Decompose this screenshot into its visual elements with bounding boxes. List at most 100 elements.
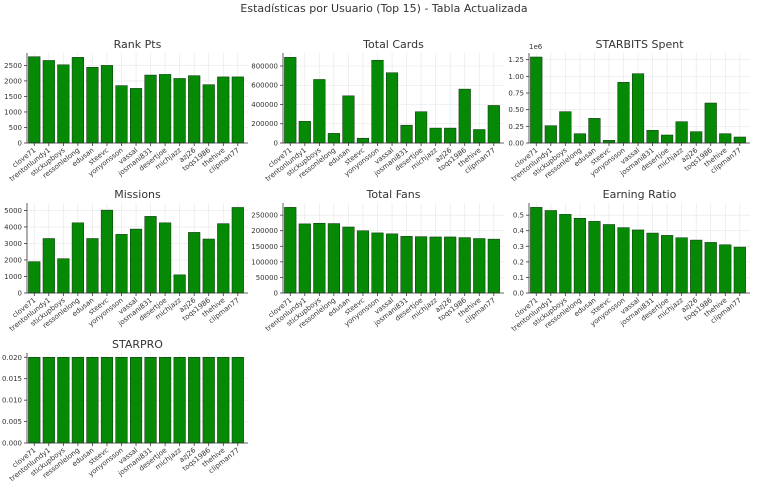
subplot-6: 0.00.10.20.30.40.5clove71trentonlundy1st… — [510, 188, 750, 333]
bar-ressonlelong — [573, 133, 586, 144]
bar-clove71 — [284, 57, 297, 144]
subplot-title: STARPRO — [112, 338, 163, 351]
bar-toqs1986 — [202, 357, 215, 444]
bar-vassal — [631, 73, 645, 144]
bar-trentonlundy1 — [298, 223, 311, 294]
y-tick-label: 400000 — [251, 101, 278, 109]
axis-offset-label: 1e6 — [529, 43, 543, 51]
bar-desertjoe — [661, 134, 674, 144]
y-tick-label: 1500 — [4, 93, 22, 101]
bar-stickupboys — [313, 79, 326, 144]
bar-edusan — [588, 221, 601, 294]
bar-michjazz — [675, 121, 688, 144]
bar-yonyonsson — [115, 357, 128, 444]
y-tick-label: 0.25 — [508, 123, 524, 131]
y-tick-label: 1000 — [4, 108, 22, 116]
subplot-title: STARBITS Spent — [595, 38, 684, 51]
bar-yonyonsson — [371, 232, 384, 294]
y-tick-label: 250000 — [251, 212, 278, 220]
bar-edusan — [342, 95, 355, 144]
y-tick-label: 5000 — [4, 207, 22, 215]
bar-desertjoe — [415, 111, 428, 144]
bar-yonyonsson — [115, 85, 128, 144]
y-tick-label: 2000 — [4, 77, 22, 85]
bar-azj26 — [188, 232, 201, 294]
bar-steevc — [602, 224, 616, 294]
y-tick-label: 2000 — [4, 256, 22, 264]
bar-trentonlundy1 — [544, 125, 557, 144]
bar-clipman77 — [487, 238, 500, 294]
bar-thehive — [719, 244, 732, 294]
y-tick-label: 0.1 — [513, 274, 524, 282]
bar-desertjoe — [159, 74, 172, 144]
bar-michjazz — [429, 127, 442, 144]
bar-ressonlelong — [327, 223, 340, 294]
y-tick-label: 1.00 — [508, 73, 524, 81]
bar-josmani831 — [144, 357, 157, 444]
bar-toqs1986 — [202, 84, 215, 144]
y-tick-label: 0.50 — [508, 106, 524, 114]
bar-steevc — [100, 65, 114, 144]
y-tick-label: 0.5 — [513, 212, 524, 220]
bar-clove71 — [28, 357, 41, 444]
y-tick-label: 0.3 — [513, 243, 524, 251]
bar-ressonlelong — [71, 57, 84, 144]
y-tick-label: 0.000 — [2, 440, 22, 448]
bar-edusan — [342, 226, 355, 294]
bar-desertjoe — [159, 222, 172, 294]
bar-michjazz — [429, 236, 442, 294]
bar-michjazz — [173, 78, 186, 144]
bar-stickupboys — [57, 357, 70, 444]
y-tick-label: 200000 — [251, 120, 278, 128]
bar-josmani831 — [400, 124, 413, 144]
subplot-4: 010002000300040005000clove71trentonlundy… — [4, 188, 248, 333]
subplot-title: Total Cards — [362, 38, 424, 51]
bar-stickupboys — [313, 222, 326, 294]
bar-clipman77 — [231, 76, 244, 144]
y-tick-label: 600000 — [251, 82, 278, 90]
y-tick-label: 1000 — [4, 273, 22, 281]
y-tick-label: 0.4 — [513, 227, 525, 235]
bar-michjazz — [173, 274, 186, 294]
bar-azj26 — [690, 239, 703, 294]
bar-toqs1986 — [202, 238, 215, 294]
y-tick-label: 0 — [274, 140, 278, 148]
bar-azj26 — [444, 127, 457, 144]
bar-toqs1986 — [704, 242, 717, 294]
bar-vassal — [129, 88, 143, 144]
bar-clove71 — [530, 207, 543, 294]
bar-desertjoe — [159, 357, 172, 444]
y-tick-label: 2500 — [4, 62, 22, 70]
subplot-grid: 05001000150020002500clove71trentonlundy1… — [2, 38, 750, 483]
bar-clipman77 — [733, 246, 746, 294]
subplot-title: Rank Pts — [114, 38, 162, 51]
subplot-7: 0.0000.0050.0100.0150.020clove71trentonl… — [2, 338, 248, 483]
bar-josmani831 — [646, 130, 659, 144]
bar-stickupboys — [57, 64, 70, 144]
y-tick-label: 800000 — [251, 62, 278, 70]
y-tick-label: 200000 — [251, 227, 278, 235]
bar-azj26 — [444, 236, 457, 294]
bar-edusan — [86, 238, 99, 294]
bar-vassal — [385, 72, 399, 144]
y-tick-label: 0 — [18, 140, 22, 148]
bar-vassal — [385, 233, 399, 294]
bar-clipman77 — [487, 105, 500, 144]
bar-azj26 — [690, 131, 703, 144]
y-tick-label: 50000 — [256, 274, 278, 282]
bar-thehive — [473, 238, 486, 294]
bar-thehive — [473, 129, 486, 144]
subplot-title: Missions — [114, 188, 161, 201]
bar-ressonlelong — [71, 222, 84, 294]
bar-yonyonsson — [371, 59, 384, 144]
y-tick-label: 1.25 — [508, 56, 524, 64]
bar-toqs1986 — [704, 102, 717, 144]
bar-toqs1986 — [458, 237, 471, 294]
bar-azj26 — [188, 357, 201, 444]
y-tick-label: 0.015 — [2, 375, 22, 383]
y-tick-label: 150000 — [251, 243, 278, 251]
bar-trentonlundy1 — [42, 238, 55, 294]
y-tick-label: 4000 — [4, 223, 22, 231]
bar-yonyonsson — [115, 234, 128, 294]
subplot-5: 050000100000150000200000250000clove71tre… — [251, 188, 504, 333]
